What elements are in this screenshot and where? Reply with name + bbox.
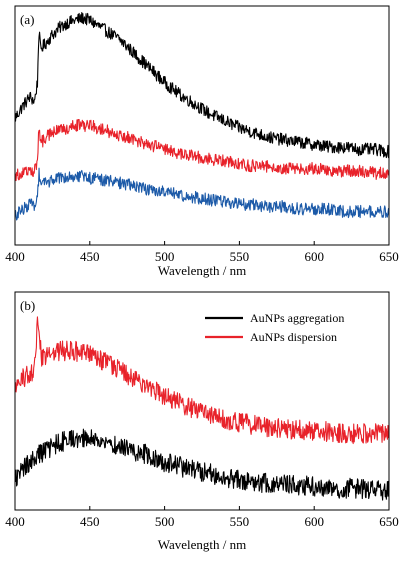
panel-b-series-line-1 [14, 316, 390, 445]
panel-b-x-tick-label-4: 600 [304, 514, 324, 529]
panel-a-x-tick-label-5: 650 [379, 249, 399, 264]
panel-b-x-tick-label-2: 500 [155, 514, 175, 529]
panel-a-x-tick-label-2: 500 [155, 249, 175, 264]
panel-a: 400 450 500 550 600 650 (a) Wavelength / nm [5, 5, 399, 278]
panel-b-legend: AuNPs aggregation AuNPs dispersion [205, 311, 344, 344]
legend-label-aggregation: AuNPs aggregation [250, 311, 344, 325]
panel-a-series-line-2 [14, 167, 390, 221]
panel-b-x-axis-label: Wavelength / nm [158, 537, 247, 552]
panel-a-x-tick-label-0: 400 [5, 249, 25, 264]
panel-a-x-tick-label-1: 450 [80, 249, 100, 264]
panel-a-label: (a) [20, 12, 34, 27]
panel-b-x-tick-label-1: 450 [80, 514, 100, 529]
panel-a-series-group [14, 12, 390, 221]
panel-a-x-tick-label-3: 550 [230, 249, 250, 264]
panel-b-x-tick-label-0: 400 [5, 514, 25, 529]
panel-b-frame [14, 291, 390, 511]
panel-a-series-line-0 [14, 12, 390, 159]
panel-b-x-tick-label-5: 650 [379, 514, 399, 529]
panel-b-label: (b) [20, 298, 35, 313]
panel-b: 400 450 500 550 600 650 (b) Wavelength / nm A… [5, 291, 399, 552]
panel-b-ticks: 400 450 500 550 600 650 [5, 506, 399, 529]
legend-label-dispersion: AuNPs dispersion [250, 330, 337, 344]
panel-a-x-tick-label-4: 600 [304, 249, 324, 264]
panel-a-frame [14, 5, 390, 246]
panel-a-series-line-1 [14, 118, 390, 182]
panel-b-series-group [14, 316, 390, 501]
panel-a-x-axis-label: Wavelength / nm [158, 263, 247, 278]
panel-a-ticks: 400 450 500 550 600 650 [5, 241, 399, 264]
panel-b-x-tick-label-3: 550 [230, 514, 250, 529]
panel-b-series-line-0 [14, 428, 390, 501]
